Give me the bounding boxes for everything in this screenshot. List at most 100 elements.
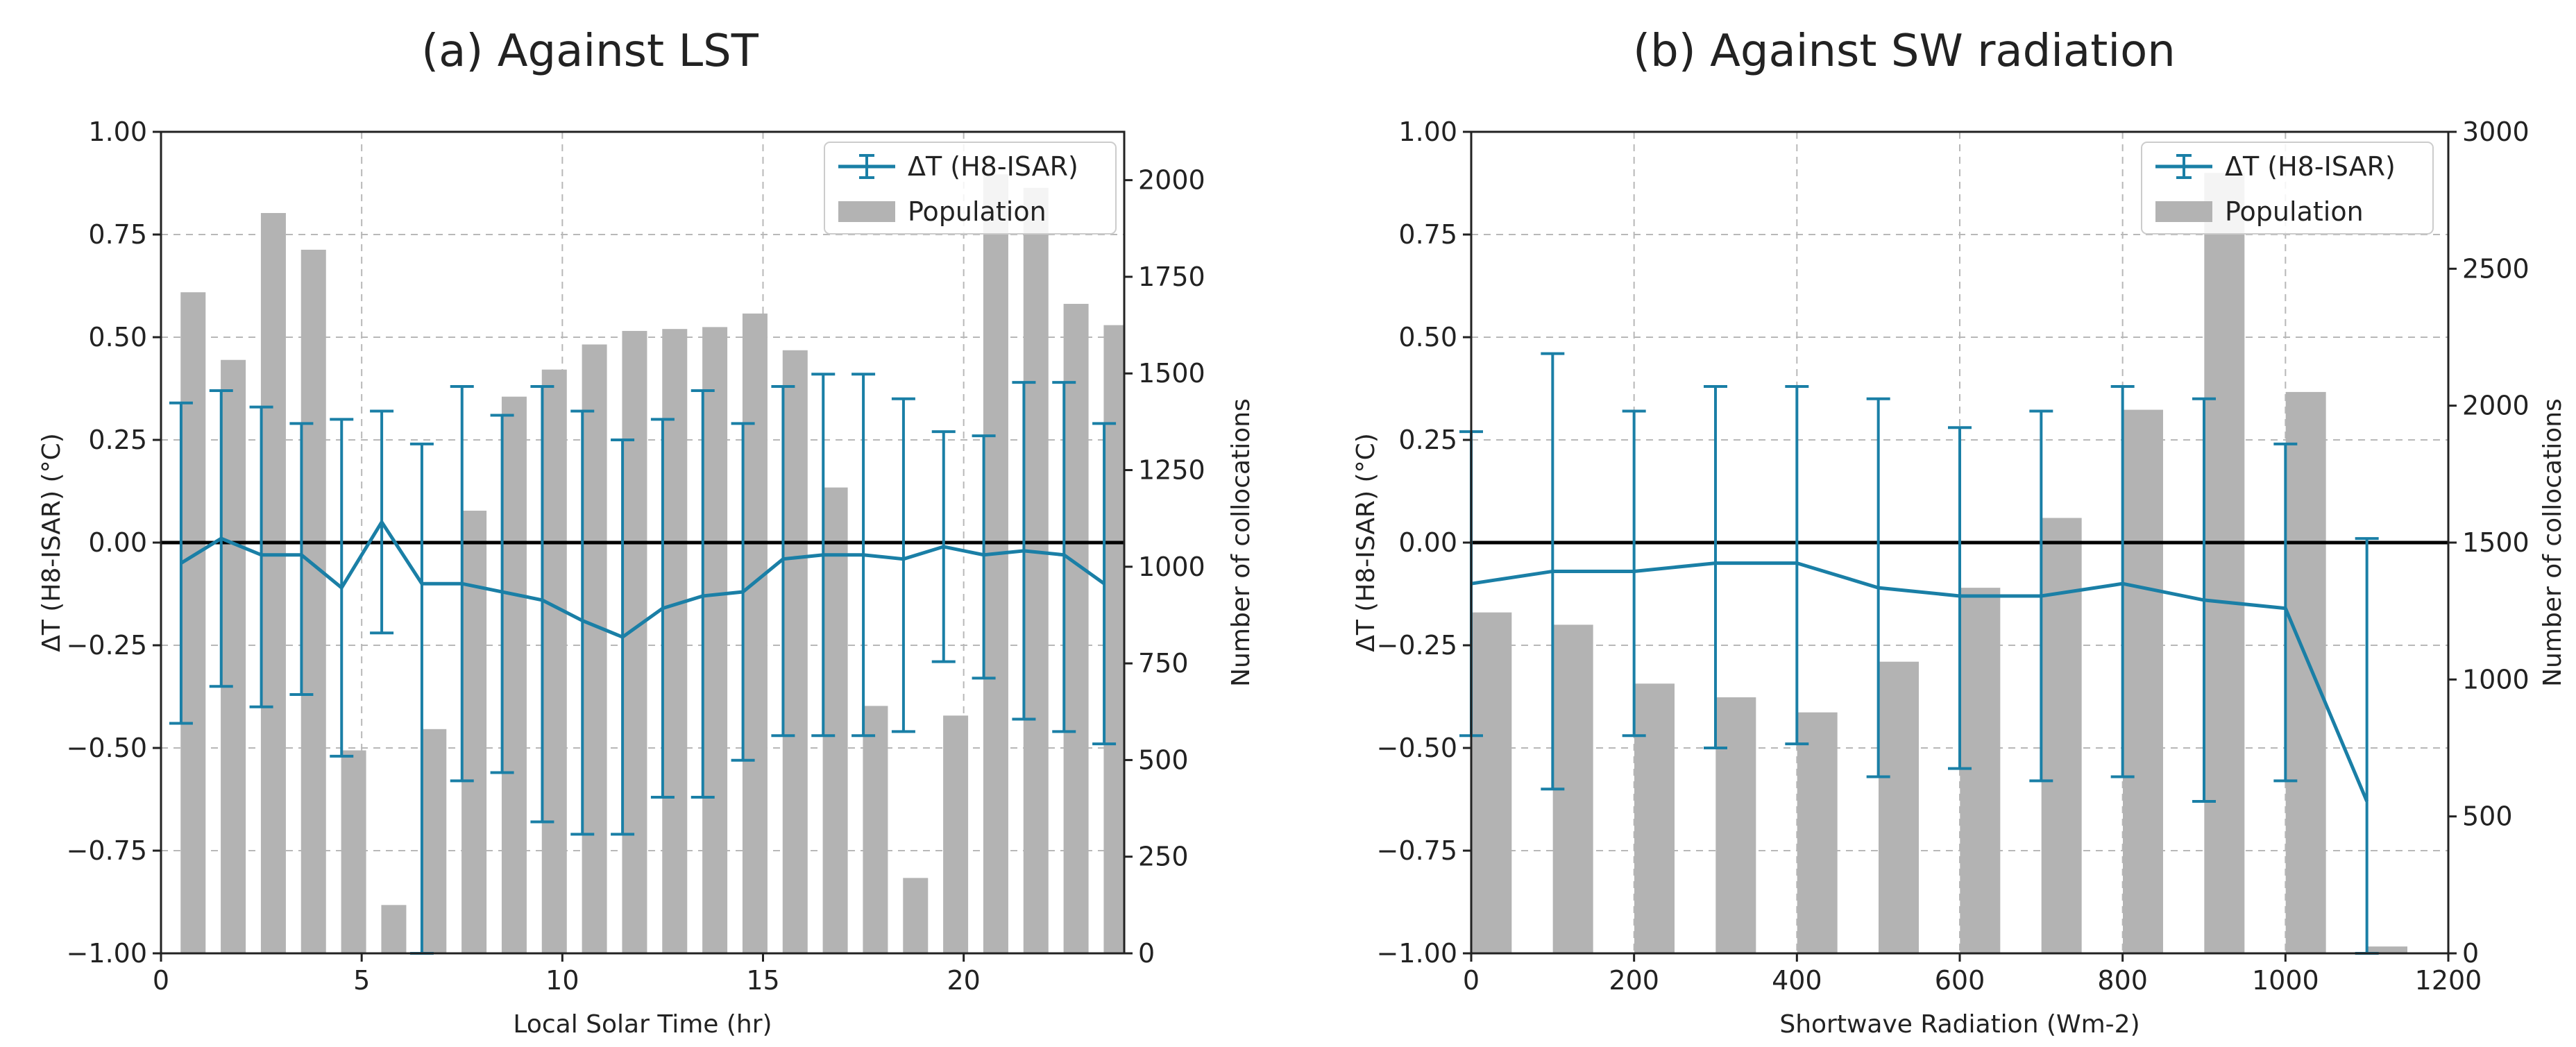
chart-b-legend-bar-label: Population	[2225, 196, 2364, 227]
chart-a-ytick-label: 1.00	[88, 117, 147, 147]
chart-b-xtick-label: 1200	[2415, 965, 2482, 996]
chart-a-bar	[582, 344, 607, 954]
chart-b-ytick-label: 0.50	[1398, 322, 1457, 352]
chart-a-ytick-label: −0.75	[67, 835, 147, 866]
chart-a-ytick-label: 0.00	[88, 527, 147, 558]
chart-a-bar	[180, 292, 206, 953]
chart-b-ylabel: ΔT (H8-ISAR) (°C)	[1352, 433, 1380, 652]
chart-a-xtick-label: 0	[153, 965, 169, 996]
chart-a-y2tick-label: 1250	[1138, 455, 1205, 486]
chart-a-ytick-label: −1.00	[67, 938, 147, 969]
chart-a-legend-bar-swatch	[838, 201, 895, 222]
chart-b-y2tick-label: 2000	[2462, 391, 2530, 421]
chart-a-bar	[541, 369, 567, 953]
chart-a-bar	[300, 249, 326, 953]
chart-b-ytick-label: 0.25	[1398, 425, 1457, 455]
chart-b-ytick-label: −1.00	[1377, 938, 1457, 969]
chart-b-xtick-label: 0	[1463, 965, 1480, 996]
chart-a-x-ticks: 0 5 10 15 20	[153, 953, 981, 996]
chart-a-xtick-label: 20	[947, 965, 980, 996]
chart-b-xtick-label: 400	[1772, 965, 1822, 996]
chart-b-y2tick-label: 0	[2462, 938, 2479, 969]
chart-a-xlabel: Local Solar Time (hr)	[513, 1010, 772, 1039]
chart-b-ytick-label: −0.25	[1377, 630, 1457, 661]
chart-a-bar	[221, 359, 246, 953]
chart-b-xtick-label: 200	[1609, 965, 1659, 996]
chart-b-xtick-label: 600	[1935, 965, 1985, 996]
chart-b-y-ticks: −1.00 −0.75 −0.50 −0.25 0.00 0.25 0.50 0.75 1.00	[1377, 117, 1471, 969]
chart-a-bar	[260, 213, 286, 953]
chart-a-bar	[863, 706, 888, 953]
chart-a-y-ticks: −1.00 −0.75 −0.50 −0.25 0.00 0.25 0.50 0.75 1.00	[67, 117, 161, 969]
chart-a-bar	[622, 330, 647, 953]
chart-b-legend-line-label: ΔT (H8-ISAR)	[2225, 151, 2396, 182]
chart-a-bar	[1023, 187, 1049, 954]
chart-b-ytick-label: 1.00	[1398, 117, 1457, 147]
chart-b-ytick-label: −0.75	[1377, 835, 1457, 866]
chart-b-errorbars	[1459, 352, 2379, 955]
panel-a: (a) Against LST 0 5 10 15 20 −1.00 −0.75 −0.50…	[37, 26, 1255, 1039]
chart-b-series-line	[1471, 561, 2369, 802]
chart-b-bar	[1634, 683, 1675, 953]
chart-b-y2tick-label: 1000	[2462, 664, 2530, 695]
chart-a-title: (a) Against LST	[421, 26, 759, 77]
chart-a-bar	[421, 729, 447, 953]
chart-b-ytick-label: 0.00	[1398, 527, 1457, 558]
chart-b-xlabel: Shortwave Radiation (Wm-2)	[1779, 1010, 2139, 1039]
chart-b-ylabel2: Number of collocations	[2539, 398, 2567, 687]
chart-a-legend-bar-label: Population	[908, 196, 1046, 227]
chart-a-ytick-label: 0.25	[88, 425, 147, 455]
chart-a-y2tick-label: 500	[1138, 744, 1189, 775]
chart-a-xtick-label: 5	[353, 965, 370, 996]
panel-b: (b) Against SW radiation 0 200 400 600 800 10…	[1352, 26, 2567, 1039]
chart-b-x-ticks: 0 200 400 600 800 1000 1200	[1463, 953, 2482, 996]
chart-a-bar	[1063, 303, 1089, 953]
chart-a-y2tick-label: 0	[1138, 938, 1155, 969]
chart-b-bar	[1960, 588, 2001, 953]
chart-a-xtick-label: 10	[545, 965, 579, 996]
chart-a-bar	[381, 905, 407, 953]
chart-a-y2tick-label: 1750	[1138, 262, 1205, 292]
chart-a-bar	[742, 313, 768, 954]
chart-b-xtick-label: 1000	[2252, 965, 2319, 996]
chart-b-bar	[2285, 391, 2326, 953]
chart-b-bar	[2041, 518, 2082, 953]
chart-a-ylabel: ΔT (H8-ISAR) (°C)	[37, 433, 66, 652]
chart-b-bar	[2367, 946, 2407, 953]
chart-b-y2tick-label: 3000	[2462, 117, 2530, 147]
chart-a-ytick-label: −0.50	[67, 733, 147, 763]
chart-b-bar	[2123, 409, 2163, 953]
chart-a-bar	[822, 487, 848, 953]
chart-a-y2tick-label: 1000	[1138, 552, 1205, 582]
chart-a-bar	[782, 350, 808, 954]
chart-b-ytick-label: 0.75	[1398, 219, 1457, 250]
chart-b-y2tick-label: 2500	[2462, 253, 2530, 284]
chart-b-bar	[1715, 697, 1756, 953]
chart-b-y2-ticks: 0 500 1000 1500 2000 2500 3000	[2448, 117, 2530, 969]
chart-a-legend-line-label: ΔT (H8-ISAR)	[908, 151, 1078, 182]
chart-a-xtick-label: 15	[746, 965, 779, 996]
chart-b-legend-bar-swatch	[2155, 201, 2212, 222]
chart-a-bars	[180, 174, 1124, 954]
chart-a-y2-ticks: 0 250 500 750 1000 1250 1500 1750 2000	[1124, 165, 1205, 969]
chart-a-legend-box	[824, 142, 1117, 235]
chart-a-y2tick-label: 750	[1138, 648, 1189, 679]
chart-b-y2tick-label: 1500	[2462, 527, 2530, 558]
chart-b-bar	[1879, 661, 1919, 953]
chart-a-bar	[501, 396, 527, 953]
chart-a-y2tick-label: 1500	[1138, 358, 1205, 389]
chart-a-bar	[943, 715, 969, 953]
chart-a-bar	[983, 174, 1008, 953]
chart-b-y2tick-label: 500	[2462, 801, 2513, 832]
chart-b-bar	[1471, 612, 1512, 953]
chart-a-ylabel2: Number of collocations	[1227, 398, 1255, 687]
chart-a-ytick-label: −0.25	[67, 630, 147, 661]
chart-b-title: (b) Against SW radiation	[1633, 26, 2176, 77]
chart-a-legend: ΔT (H8-ISAR) Population	[824, 142, 1117, 235]
chart-a-bar	[662, 329, 688, 953]
chart-a-bar	[903, 878, 929, 953]
chart-a-bar	[461, 511, 487, 953]
chart-b-legend-box	[2141, 142, 2434, 235]
chart-a-bar	[1103, 325, 1124, 953]
